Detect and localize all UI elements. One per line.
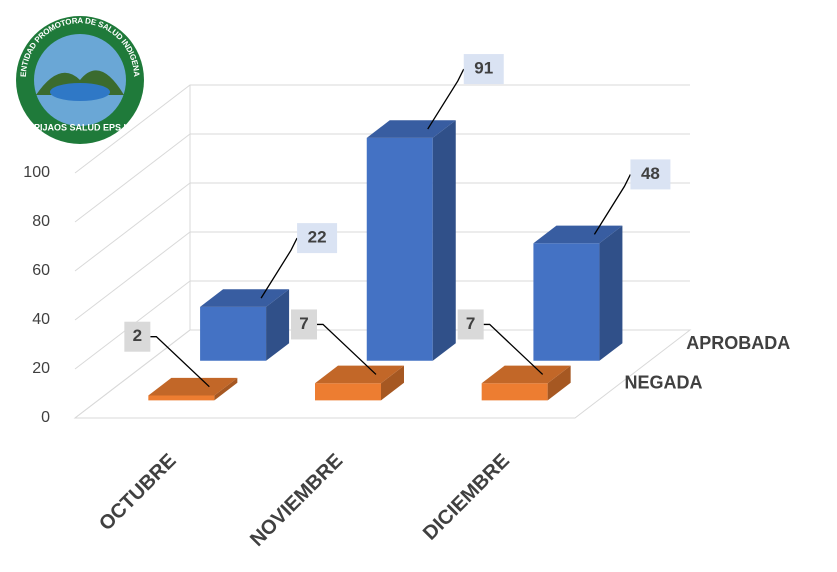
y-tick-label: 100 — [23, 164, 50, 181]
data-label: 7 — [299, 314, 308, 333]
y-tick-label: 20 — [32, 360, 50, 377]
x-tick-label: OCTUBRE — [95, 450, 180, 535]
leader-line — [483, 323, 544, 375]
leader-line — [427, 68, 465, 130]
data-label-box — [463, 54, 504, 85]
bar-side — [432, 120, 456, 361]
y-tick-label: 40 — [32, 311, 50, 328]
x-tick-label: DICIEMBRE — [419, 450, 514, 545]
leader-line — [150, 336, 210, 388]
bar-front — [481, 383, 548, 401]
bar-top — [148, 377, 238, 396]
data-label: 48 — [641, 164, 660, 183]
series-label: NEGADA — [625, 372, 703, 392]
data-label-box — [124, 321, 151, 352]
data-label: 7 — [466, 314, 475, 333]
leader-line — [317, 323, 377, 375]
y-tick-label: 0 — [41, 409, 50, 426]
bar-top — [315, 365, 404, 384]
bar-front — [533, 243, 600, 361]
bar-top — [481, 365, 571, 384]
x-tick-label: NOVIEMBRE — [246, 450, 347, 551]
data-label-box — [457, 309, 484, 340]
y-tick-label: 60 — [32, 262, 50, 279]
bar-top — [533, 225, 623, 244]
y-tick-label: 80 — [32, 213, 50, 230]
bar-side — [547, 365, 571, 401]
logo: ENTIDAD PROMOTORA DE SALUD INDIGENA PIJA… — [16, 16, 144, 144]
bar-top — [200, 289, 290, 307]
bar-front — [148, 395, 215, 401]
bar-side — [381, 365, 404, 401]
bar-side — [599, 225, 623, 361]
bar-top — [366, 120, 456, 138]
logo-name: PIJAOS SALUD EPS I — [34, 122, 126, 132]
data-label-box — [291, 309, 317, 340]
data-label: 91 — [474, 59, 493, 78]
bar-front — [315, 383, 381, 401]
series-label: APROBADA — [686, 333, 790, 353]
data-label-box — [297, 223, 338, 254]
bar-side — [214, 377, 238, 401]
logo-lake — [50, 83, 110, 101]
leader-line — [260, 237, 298, 299]
bar-front — [200, 306, 267, 361]
bar-front — [366, 137, 433, 361]
bar-side — [266, 289, 290, 361]
leader-line — [593, 174, 631, 235]
data-label: 2 — [133, 326, 142, 345]
data-label-box — [630, 159, 671, 190]
data-label: 22 — [308, 228, 327, 247]
